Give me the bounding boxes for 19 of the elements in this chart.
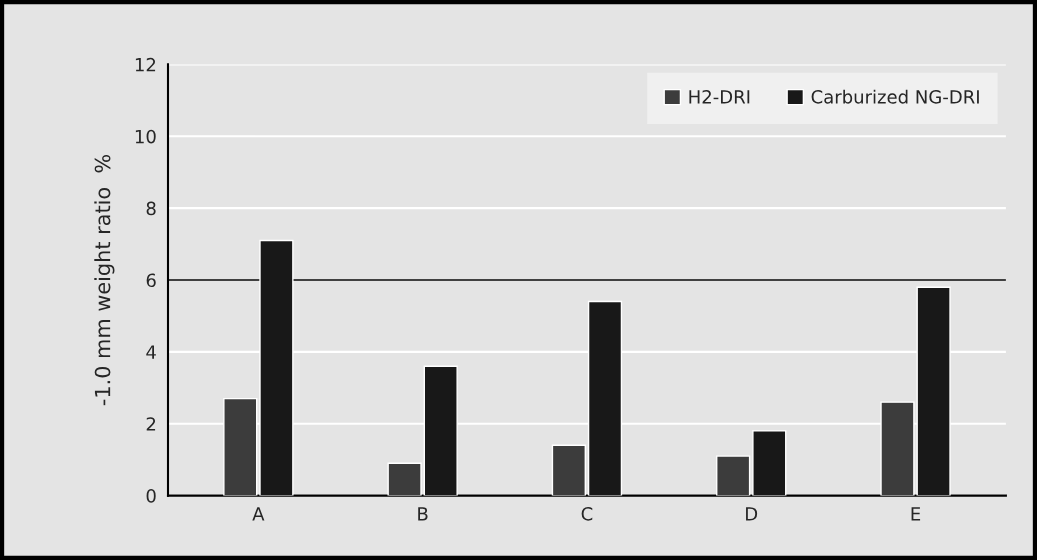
bar bbox=[387, 462, 422, 496]
legend-label: H2-DRI bbox=[689, 90, 750, 104]
x-tick-label: E bbox=[911, 507, 921, 521]
bar bbox=[716, 455, 751, 496]
y-tick-label: 4 bbox=[146, 345, 156, 359]
y-axis-title: -1.0 mm weight ratio % bbox=[94, 154, 115, 406]
y-tick-label: 0 bbox=[146, 489, 156, 503]
legend-label: Carburized NG-DRI bbox=[811, 89, 979, 104]
y-tick-label: 12 bbox=[135, 57, 156, 72]
x-tick-label: D bbox=[746, 507, 758, 521]
y-tick-label: 2 bbox=[146, 417, 156, 431]
y-tick-label: 8 bbox=[146, 201, 156, 216]
bar bbox=[551, 444, 586, 496]
x-tick-label: B bbox=[418, 507, 428, 521]
x-tick-label: C bbox=[581, 507, 593, 521]
bar bbox=[752, 430, 787, 496]
x-tick-label: A bbox=[252, 507, 265, 521]
y-tick-label: 6 bbox=[146, 273, 156, 288]
y-tick-label: 10 bbox=[135, 129, 156, 144]
